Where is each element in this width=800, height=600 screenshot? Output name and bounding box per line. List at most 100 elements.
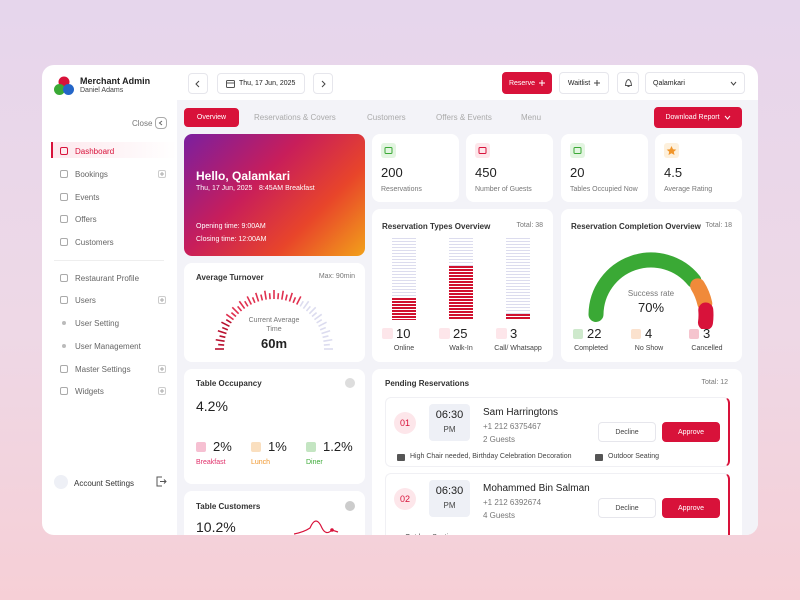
trend-line <box>294 520 339 535</box>
gauge-tick <box>255 292 260 302</box>
completion-title: Reservation Completion Overview <box>571 222 701 231</box>
active-bg <box>51 142 177 158</box>
approve-button[interactable]: Approve <box>662 422 720 442</box>
turnover-title: Average Turnover <box>196 273 264 282</box>
menu-item[interactable]: Offers <box>75 215 97 224</box>
tab[interactable]: Customers <box>367 113 406 122</box>
menu-icon <box>60 215 68 223</box>
menu-item[interactable]: User Management <box>75 342 141 351</box>
location-select[interactable]: Qalamkari <box>645 72 745 94</box>
types-total: Total: 38 <box>516 222 543 229</box>
gauge-tick <box>321 330 331 335</box>
menu-item[interactable]: Restaurant Profile <box>75 274 140 283</box>
guest-name: Mohammed Bin Salman <box>483 483 590 494</box>
bar <box>506 313 530 320</box>
download-report[interactable]: Download Report <box>654 107 742 128</box>
stat-value: 4.5 <box>664 165 683 180</box>
menu-item[interactable]: User Setting <box>75 319 120 328</box>
info-icon[interactable] <box>345 378 355 388</box>
note: Outdoor Seating <box>608 453 659 460</box>
period: PM <box>443 501 456 510</box>
stat-card: 20 Tables Occupied Now <box>561 134 648 202</box>
hero-date: Thu, 17 Jun, 2025 <box>196 185 253 192</box>
active-bar <box>51 142 53 158</box>
menu-item[interactable]: Users <box>75 296 96 305</box>
opening-time: Opening time: 9:00AM <box>196 223 266 230</box>
time-box <box>429 480 470 517</box>
menu-item[interactable]: Dashboard <box>75 147 115 156</box>
type-value: 25 <box>453 326 468 341</box>
divider <box>54 260 164 261</box>
expand-icon[interactable] <box>158 387 166 395</box>
row-index: 02 <box>394 488 416 510</box>
occupancy-title: Table Occupancy <box>196 379 262 388</box>
reservation-row: 02 06:30 PM Mohammed Bin Salman +1 212 63926… <box>385 473 730 535</box>
logout-icon[interactable] <box>156 476 167 487</box>
prev-date[interactable] <box>188 73 208 94</box>
decline-button[interactable]: Decline <box>598 498 656 518</box>
tab[interactable]: Offers & Events <box>436 113 492 122</box>
stat-icon <box>570 143 585 158</box>
decline-button[interactable]: Decline <box>598 422 656 442</box>
bar <box>392 298 416 320</box>
menu-item[interactable]: Widgets <box>75 387 104 396</box>
gauge-tick <box>237 305 243 312</box>
reservation-row: 01 06:30 PM Sam Harringtons +1 212 6375467 2 … <box>385 397 730 467</box>
next-date[interactable] <box>313 73 333 94</box>
menu-item[interactable]: Events <box>75 193 100 202</box>
menu-item[interactable]: Master Settings <box>75 365 131 374</box>
gauge-tick <box>225 313 235 321</box>
reserve-button[interactable]: Reserve <box>502 72 552 94</box>
stat-value: 20 <box>570 165 585 180</box>
menu-item[interactable]: Customers <box>75 238 114 247</box>
close-icon[interactable] <box>155 117 167 129</box>
account-settings[interactable]: Account Settings <box>74 479 135 488</box>
notifications[interactable] <box>617 72 639 94</box>
greeting: Hello, Qalamkari <box>196 169 291 183</box>
tab[interactable]: Menu <box>521 113 542 122</box>
stat-card: 450 Number of Guests <box>466 134 553 202</box>
approve-button[interactable]: Approve <box>662 498 720 518</box>
tab-active[interactable]: Overview <box>184 108 239 127</box>
status-value: 3 <box>703 326 711 341</box>
stat-label: Reservations <box>381 186 422 193</box>
status-label: Completed <box>574 345 608 352</box>
meal-icon <box>306 442 316 452</box>
date-picker[interactable]: Thu, 17 Jun, 2025 <box>217 73 305 94</box>
gauge-tick <box>221 321 230 328</box>
gauge-tick <box>225 319 232 324</box>
completion-total: Total: 18 <box>705 222 732 229</box>
gauge-tick <box>230 312 237 318</box>
gauge-tick <box>221 326 229 331</box>
completion-arc <box>588 252 702 322</box>
meal-label: Breakfast <box>196 459 226 466</box>
menu-icon <box>60 170 68 178</box>
stat-icon <box>381 143 396 158</box>
table-customers-title: Table Customers <box>196 502 261 511</box>
close-sidebar[interactable]: Close <box>132 119 153 128</box>
type-value: 10 <box>396 326 411 341</box>
bar-track <box>506 238 530 320</box>
sub-dot <box>62 321 66 325</box>
success-rate: 70% <box>637 300 665 315</box>
status-icon <box>689 329 699 339</box>
sub-dot <box>62 344 66 348</box>
occupancy-card: Table Occupancy 4.2% 2% Breakfast 1% Lunch 1… <box>184 369 365 484</box>
time: 06:30 <box>435 485 464 497</box>
menu-item[interactable]: Bookings <box>75 170 108 179</box>
meal-value: 2% <box>213 439 232 454</box>
waitlist-button[interactable]: Waitlist <box>559 72 609 94</box>
meal-label: Lunch <box>251 459 271 466</box>
brand: Merchant Admin <box>80 76 151 86</box>
gauge-tick <box>318 321 327 328</box>
completion-arc <box>697 302 714 329</box>
expand-icon[interactable] <box>158 170 166 178</box>
turnover-gauge <box>215 290 333 350</box>
status-label: Cancelled <box>691 345 723 352</box>
guest-name: Sam Harringtons <box>483 407 559 418</box>
phone: +1 212 6392674 <box>483 498 542 507</box>
info-icon[interactable] <box>345 501 355 511</box>
tab[interactable]: Reservations & Covers <box>254 113 336 122</box>
expand-icon[interactable] <box>158 365 166 373</box>
expand-icon[interactable] <box>158 296 166 304</box>
